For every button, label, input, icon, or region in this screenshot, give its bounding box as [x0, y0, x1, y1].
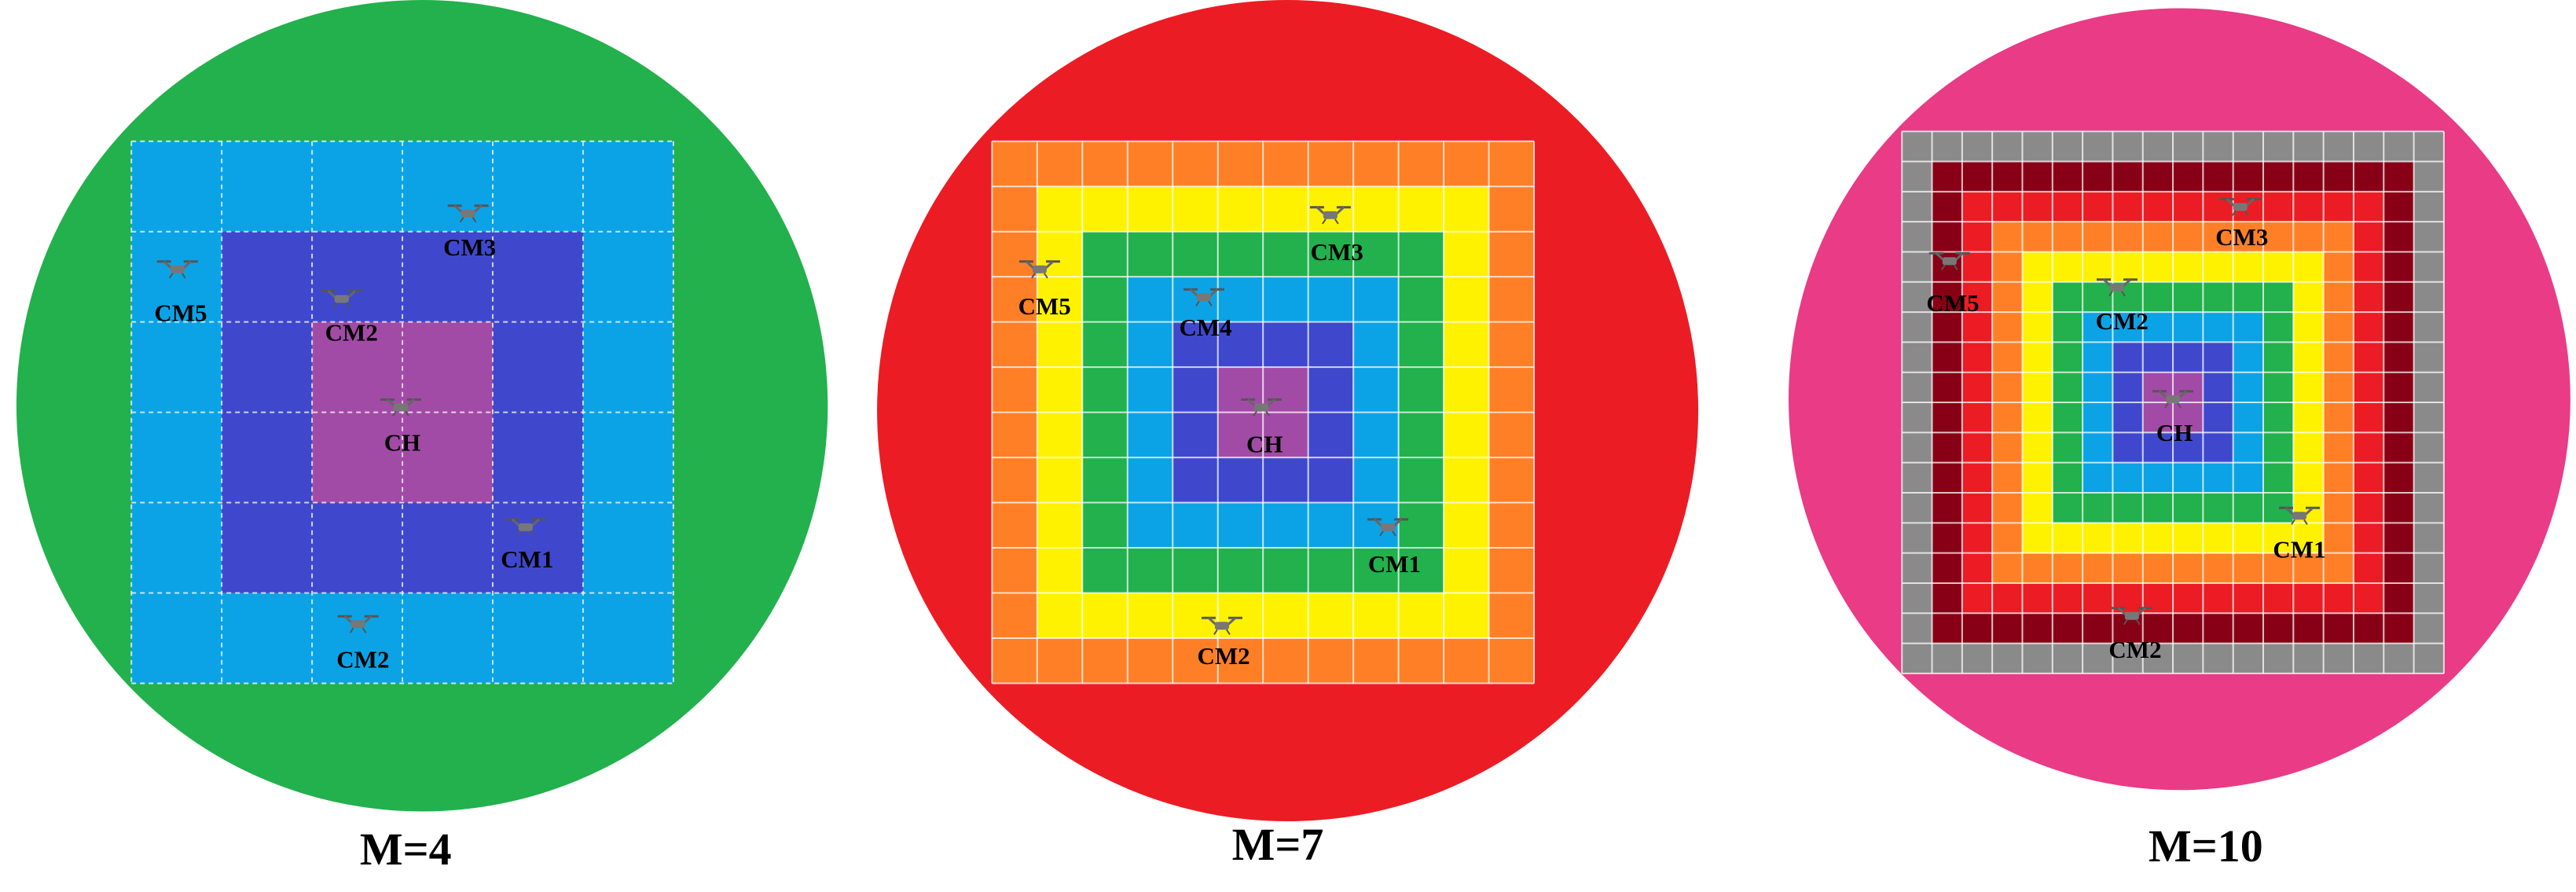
body: [1942, 257, 1957, 266]
drone-label: CM1: [1368, 550, 1421, 578]
drone-icon: [1183, 288, 1224, 307]
leg: [332, 302, 338, 308]
leg: [168, 273, 174, 279]
body: [1032, 265, 1047, 273]
panel: CM3 CM5 CM2 CH CM1 CM2 M=10: [1789, 8, 2570, 872]
drone-label: CM3: [443, 233, 496, 261]
drone-icon: [156, 260, 198, 279]
leg: [2123, 619, 2128, 626]
leg: [392, 410, 397, 417]
body: [518, 523, 533, 531]
body: [334, 295, 349, 303]
panel-caption: M=10: [2149, 820, 2263, 872]
leg: [1392, 530, 1396, 537]
leg: [2244, 210, 2249, 216]
leg: [361, 627, 367, 633]
drone-label: CH: [384, 428, 421, 456]
drone-label: CM2: [325, 318, 378, 346]
body: [2110, 283, 2125, 292]
drone-label: CM5: [154, 299, 207, 326]
drone-label: CM3: [1311, 238, 1363, 266]
drone-icon: [2279, 506, 2320, 525]
leg: [1940, 264, 1946, 270]
body: [2124, 611, 2139, 620]
drone-icon: [2111, 607, 2152, 626]
body: [350, 620, 365, 629]
drone-label: CM2: [2096, 307, 2149, 335]
leg: [1322, 218, 1327, 225]
leg: [181, 273, 186, 279]
drone-icon: [1309, 206, 1351, 225]
drone-label: CM2: [1197, 642, 1249, 670]
leg: [1044, 273, 1048, 279]
drone-icon: [2152, 390, 2194, 409]
leg: [472, 217, 477, 223]
body: [1254, 403, 1269, 412]
leg: [1213, 629, 1218, 635]
drone-icon: [447, 204, 489, 223]
leg: [1334, 218, 1339, 225]
body: [1214, 622, 1229, 630]
drone-icon: [1201, 616, 1242, 635]
drone-icon: [2219, 197, 2261, 216]
body: [2233, 203, 2248, 211]
leg: [2303, 519, 2308, 525]
drone-icon: [380, 398, 421, 417]
leg: [349, 627, 354, 633]
drone-label: CM1: [2273, 535, 2325, 563]
leg: [1031, 273, 1036, 279]
drone-icon: [1241, 398, 1282, 417]
body: [2166, 395, 2181, 403]
leg: [2121, 291, 2126, 297]
leg: [516, 530, 522, 537]
leg: [459, 217, 464, 223]
drone-label: CM2: [336, 645, 389, 673]
body: [170, 265, 185, 273]
drone-icon: [1928, 251, 1970, 270]
panel-caption: M=7: [1232, 819, 1324, 870]
drone-icon: [321, 289, 362, 308]
drone-icon: [505, 518, 546, 537]
drone-label: CM4: [1179, 314, 1231, 341]
body: [393, 403, 408, 412]
drone-label: CM1: [501, 545, 553, 573]
body: [461, 209, 475, 218]
leg: [1265, 410, 1270, 417]
leg: [2291, 519, 2295, 525]
drone-label: CH: [2156, 419, 2193, 446]
body: [1381, 523, 1396, 531]
leg: [405, 410, 409, 417]
leg: [1253, 410, 1257, 417]
drone-label: CM2: [2108, 636, 2161, 663]
leg: [1208, 300, 1213, 307]
leg: [1195, 300, 1200, 307]
drone-label: CM5: [1018, 292, 1071, 320]
leg: [2108, 291, 2113, 297]
drone-label: CH: [1246, 431, 1283, 458]
leg: [1379, 530, 1384, 537]
body: [1196, 293, 1211, 302]
drone-icon: [2097, 278, 2138, 297]
leg: [345, 302, 350, 308]
drone-icon: [1367, 518, 1409, 537]
drone-icon: [1018, 260, 1060, 279]
leg: [1226, 629, 1231, 635]
leg: [2177, 402, 2182, 409]
leg: [2164, 402, 2169, 409]
leg: [1953, 264, 1958, 270]
panel: CM3 CM5 CM2 CH CM1 CM2 M=4: [16, 0, 828, 875]
body: [1323, 211, 1338, 219]
panel-caption: M=4: [360, 824, 452, 875]
leg: [529, 530, 534, 537]
drone-label: CM5: [1926, 289, 1979, 317]
leg: [2135, 619, 2141, 626]
drone-label: CM3: [2215, 223, 2268, 251]
panel: CM3 CM5 CM4 CH CM1 CM2 M=7: [877, 0, 1699, 870]
drone-icon: [337, 615, 379, 633]
body: [2292, 512, 2306, 520]
leg: [2231, 210, 2237, 216]
